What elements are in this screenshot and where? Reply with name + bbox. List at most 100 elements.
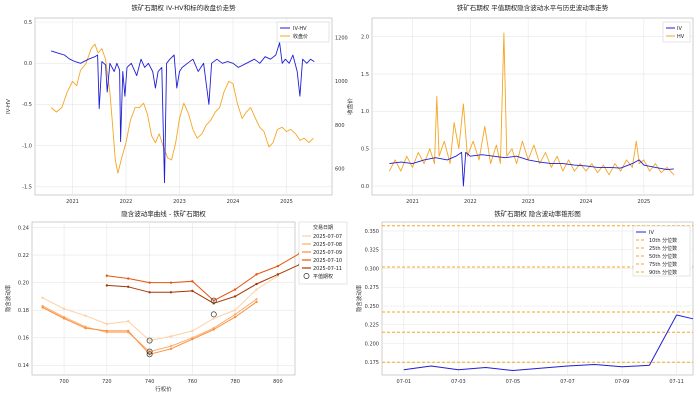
panel3-frame [31,221,296,376]
y-tick-label: 0.175 [365,360,379,366]
data-point [62,317,66,320]
data-point [148,281,151,284]
x-tick-label: 07-07 [560,379,575,385]
y-tick-label: 0.275 [365,285,379,291]
data-point [191,329,194,333]
series-line-iv-hv [50,42,315,184]
data-point [233,295,237,298]
y-axis-label: 隐含波动率 [355,284,363,312]
y-tick-label: 0.5 [361,146,369,152]
data-point [148,291,151,294]
x-tick-label: 800 [273,379,283,385]
x-tick-label: 780 [230,379,240,385]
data-point [62,307,66,311]
panel2-frame [371,17,694,196]
x-tick-label: 2025 [637,199,650,205]
data-point [127,320,130,323]
data-point [233,288,237,291]
y-tick-label: -1.5 [22,185,32,191]
legend-label: 平值期权 [313,273,333,280]
legend-label: 2025-07-09 [313,250,342,256]
series-line [106,253,300,302]
x-tick-label: 07-05 [506,379,521,385]
y-tick-label: 0.18 [18,308,29,314]
x-tick-label: 2024 [227,199,240,205]
atm-marker [146,337,153,344]
series-line-price [50,43,314,174]
data-point [127,277,130,280]
atm-marker [210,311,217,318]
legend-label: 90th 分位数 [649,269,677,276]
panel1-frame [34,17,333,196]
data-point [212,328,215,331]
y2-tick-label: 600 [335,167,345,173]
data-point [255,297,258,301]
series-line [42,275,279,341]
data-point [169,281,173,284]
y-tick-label: 0.24 [18,225,29,231]
y-tick-label: -0.5 [22,102,32,108]
data-point [191,280,194,283]
y-tick-label: 0.250 [365,304,379,310]
y-tick-label: 0.0 [361,184,369,190]
x-tick-label: 2021 [406,199,419,205]
data-point [41,296,44,300]
data-point [105,329,109,333]
data-point [105,322,109,326]
y-tick-label: 0.0 [24,61,32,67]
y2-tick-label: 800 [335,123,345,129]
data-point [105,284,109,287]
y-tick-label: 0.16 [18,336,29,342]
legend-title: 交易日期 [313,224,333,231]
data-point [84,314,87,317]
atm-marker [146,348,153,355]
data-point [212,299,215,302]
y-tick-label: 1.5 [361,72,369,78]
y-tick-label: 0.20 [18,280,29,286]
y-tick-label: 1.0 [361,109,369,115]
data-point [148,339,151,342]
y-tick-label: 0.350 [365,229,379,235]
data-point [233,309,237,312]
legend-swatch-atm [303,273,310,279]
x-tick-label: 720 [102,379,112,385]
data-point [233,315,237,319]
series-line-hv [388,32,675,176]
x-tick-label: 2023 [522,199,535,205]
y2-tick-label: 1200 [335,35,348,41]
data-point [255,288,258,291]
x-tick-label: 2022 [464,199,477,205]
x-tick-label: 760 [188,379,198,385]
y2-tick-label: 1000 [335,79,348,85]
legend-label: 10th 分位数 [649,237,677,244]
data-point [105,274,109,277]
x-tick-label: 2025 [280,199,293,205]
x-tick-label: 07-03 [451,379,466,385]
data-point [212,317,215,320]
series-line [106,264,300,304]
legend-label: 2025-07-08 [313,242,342,248]
data-point [127,329,130,333]
y2-axis-label: 收盘价 [346,98,354,115]
x-tick-label: 07-11 [669,379,684,385]
legend-box [662,21,691,43]
y-axis-label: 隐含波动率 [4,284,12,312]
data-point [191,337,194,341]
legend-label: 2025-07-07 [313,234,342,240]
y-axis-label: IV-HV [6,99,12,114]
legend-box [276,21,330,43]
data-point [127,285,130,288]
data-point [276,273,280,276]
legend-label: IV-HV [293,26,307,32]
data-point [255,282,258,286]
x-tick-label: 740 [145,379,155,385]
data-point [169,335,173,338]
legend-label: HV [677,34,685,40]
legend-label: 2025-07-10 [313,258,342,264]
legend-label: IV [677,26,682,32]
x-tick-label: 700 [59,379,69,385]
chart-title: 铁矿石期权 隐含波动率锥形图 [494,209,581,218]
x-tick-label: 2022 [120,199,133,205]
y-tick-label: 0.14 [18,363,29,369]
